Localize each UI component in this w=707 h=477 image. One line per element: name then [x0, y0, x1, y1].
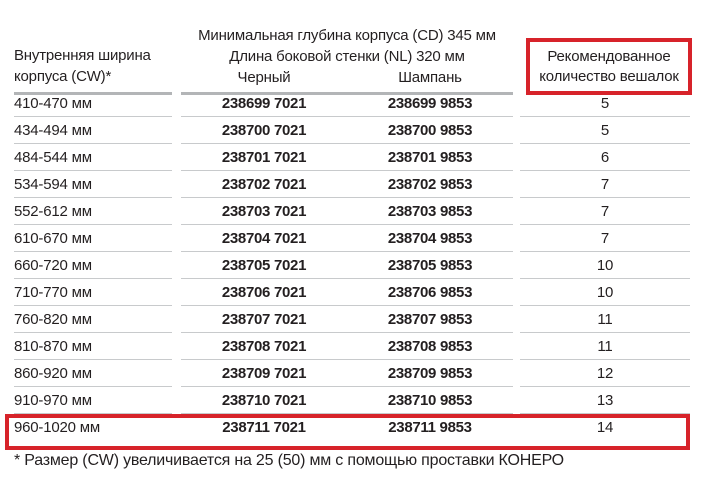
article-code-black: 238705 7021 — [221, 256, 307, 274]
hanger-count-cell: 11 — [520, 306, 690, 333]
table-body: 410-470 мм 238699 7021 238699 9853 5 434… — [0, 90, 707, 441]
article-code-champagne: 238711 9853 — [388, 419, 472, 436]
cabinet-width-cell: 710-770 мм — [14, 279, 172, 306]
table-row: 910-970 мм 238710 7021 238710 9853 13 — [0, 387, 707, 414]
article-code-champagne: 238709 9853 — [387, 364, 473, 382]
article-code-black: 238708 7021 — [221, 337, 307, 355]
hanger-count-cell: 7 — [520, 198, 690, 225]
cabinet-width-cell: 760-820 мм — [14, 306, 172, 333]
article-code-champagne: 238710 9853 — [387, 391, 473, 409]
table-row: 960-1020 мм 238711 7021 238711 9853 14 — [0, 414, 707, 441]
cabinet-width-cell: 484-544 мм — [14, 144, 172, 171]
finish-label-champagne: Шампань — [398, 69, 462, 86]
table-row: 534-594 мм 238702 7021 238702 9853 7 — [0, 171, 707, 198]
article-code-black: 238700 7021 — [221, 121, 307, 139]
article-code-champagne: 238700 9853 — [387, 121, 473, 139]
article-code-black: 238704 7021 — [221, 229, 307, 247]
article-code-champagne: 238705 9853 — [387, 256, 473, 274]
article-code-champagne: 238704 9853 — [387, 229, 473, 247]
cabinet-width-cell: 610-670 мм — [14, 225, 172, 252]
table-row: 660-720 мм 238705 7021 238705 9853 10 — [0, 252, 707, 279]
table-row: 552-612 мм 238703 7021 238703 9853 7 — [0, 198, 707, 225]
group-header-side-length: Длина боковой стенки (NL) 320 мм — [229, 48, 465, 65]
cabinet-width-cell: 410-470 мм — [14, 90, 172, 117]
hangers-header-line2: количество вешалок — [539, 67, 679, 85]
article-codes-cell: 238700 7021 238700 9853 — [181, 117, 513, 144]
article-codes-cell: 238707 7021 238707 9853 — [181, 306, 513, 333]
article-code-black: 238707 7021 — [221, 310, 307, 328]
table-row: 434-494 мм 238700 7021 238700 9853 5 — [0, 117, 707, 144]
cabinet-width-cell: 434-494 мм — [14, 117, 172, 144]
hanger-count-cell: 7 — [520, 225, 690, 252]
article-codes-cell: 238710 7021 238710 9853 — [181, 387, 513, 414]
table-row: 484-544 мм 238701 7021 238701 9853 6 — [0, 144, 707, 171]
group-header-depth: Минимальная глубина корпуса (CD) 345 мм — [198, 27, 496, 44]
footnote: * Размер (CW) увеличивается на 25 (50) м… — [14, 452, 564, 469]
hanger-count-cell: 6 — [520, 144, 690, 171]
table-row: 760-820 мм 238707 7021 238707 9853 11 — [0, 306, 707, 333]
article-code-champagne: 238703 9853 — [387, 202, 473, 220]
article-code-black: 238702 7021 — [221, 175, 307, 193]
article-code-champagne: 238707 9853 — [387, 310, 473, 328]
finish-label-black: Черный — [237, 69, 291, 86]
column-group-header-dimensions: Минимальная глубина корпуса (CD) 345 мм … — [181, 1, 513, 95]
article-codes-cell: 238705 7021 238705 9853 — [181, 252, 513, 279]
article-codes-cell: 238703 7021 238703 9853 — [181, 198, 513, 225]
table-header: Внутренняя ширина корпуса (CW)* Минималь… — [0, 0, 707, 95]
table-row: 860-920 мм 238709 7021 238709 9853 12 — [0, 360, 707, 387]
article-code-champagne: 238702 9853 — [387, 175, 473, 193]
cabinet-width-cell: 534-594 мм — [14, 171, 172, 198]
article-code-black: 238701 7021 — [221, 148, 307, 166]
cabinet-width-cell: 552-612 мм — [14, 198, 172, 225]
hanger-count-cell: 7 — [520, 171, 690, 198]
hanger-count-cell: 14 — [596, 419, 614, 436]
hanger-count-cell: 12 — [520, 360, 690, 387]
article-code-black: 238710 7021 — [221, 391, 307, 409]
article-code-black: 238699 7021 — [221, 94, 307, 112]
article-codes-cell: 238699 7021 238699 9853 — [181, 90, 513, 117]
hanger-count-cell: 10 — [520, 279, 690, 306]
table-row: 410-470 мм 238699 7021 238699 9853 5 — [0, 90, 707, 117]
cabinet-width-cell: 860-920 мм — [14, 360, 172, 387]
article-codes-cell: 238711 7021 238711 9853 — [181, 414, 513, 441]
column-header-cabinet-width: Внутренняя ширина корпуса (CW)* — [14, 0, 172, 95]
article-code-champagne: 238706 9853 — [387, 283, 473, 301]
table-row: 810-870 мм 238708 7021 238708 9853 11 — [0, 333, 707, 360]
cabinet-width-cell: 960-1020 мм — [14, 419, 100, 436]
article-codes-cell: 238706 7021 238706 9853 — [181, 279, 513, 306]
hanger-count-cell: 10 — [520, 252, 690, 279]
cabinet-width-cell: 660-720 мм — [14, 252, 172, 279]
article-code-champagne: 238708 9853 — [387, 337, 473, 355]
article-code-black: 238706 7021 — [221, 283, 307, 301]
cabinet-width-cell: 810-870 мм — [14, 333, 172, 360]
article-code-black: 238703 7021 — [221, 202, 307, 220]
article-code-champagne: 238701 9853 — [387, 148, 473, 166]
cabinet-width-header-line2: корпуса (CW)* — [14, 68, 112, 85]
cabinet-width-cell: 910-970 мм — [14, 387, 172, 414]
hanger-count-cell: 5 — [520, 117, 690, 144]
article-code-champagne: 238699 9853 — [387, 94, 473, 112]
finish-labels-row: Черный Шампань — [181, 67, 513, 88]
article-codes-cell: 238709 7021 238709 9853 — [181, 360, 513, 387]
article-codes-cell: 238704 7021 238704 9853 — [181, 225, 513, 252]
hanger-count-cell: 11 — [520, 333, 690, 360]
article-code-black: 238709 7021 — [221, 364, 307, 382]
hanger-count-cell: 13 — [520, 387, 690, 414]
column-header-recommended-hangers-highlighted: Рекомендованное количество вешалок — [526, 38, 692, 95]
article-codes-cell: 238702 7021 238702 9853 — [181, 171, 513, 198]
cabinet-width-header-line1: Внутренняя ширина — [14, 47, 151, 64]
article-codes-cell: 238708 7021 238708 9853 — [181, 333, 513, 360]
hanger-count-cell: 5 — [520, 90, 690, 117]
table-row: 710-770 мм 238706 7021 238706 9853 10 — [0, 279, 707, 306]
hangers-header-line1: Рекомендованное — [547, 47, 671, 65]
article-code-black: 238711 7021 — [222, 419, 306, 436]
article-codes-cell: 238701 7021 238701 9853 — [181, 144, 513, 171]
table-row: 610-670 мм 238704 7021 238704 9853 7 — [0, 225, 707, 252]
